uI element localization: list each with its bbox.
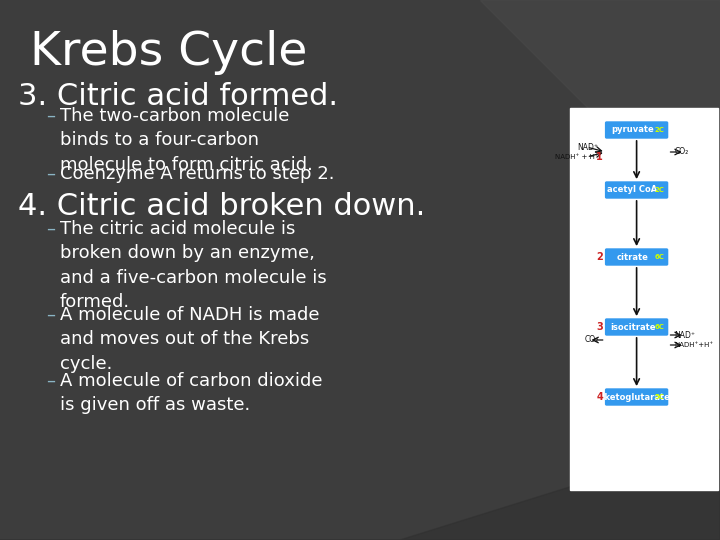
- FancyBboxPatch shape: [606, 122, 667, 138]
- Text: acetyl CoA: acetyl CoA: [608, 186, 658, 194]
- Text: pyruvate: pyruvate: [611, 125, 654, 134]
- FancyBboxPatch shape: [606, 182, 667, 198]
- Text: 2C: 2C: [654, 187, 665, 193]
- Text: –: –: [46, 372, 55, 390]
- FancyBboxPatch shape: [606, 249, 667, 265]
- Text: 2C: 2C: [654, 127, 665, 133]
- Text: NAD⁺: NAD⁺: [577, 143, 598, 152]
- Text: 4: 4: [596, 392, 603, 402]
- Text: Coenzyme A returns to step 2.: Coenzyme A returns to step 2.: [60, 165, 335, 183]
- Text: –: –: [46, 306, 55, 324]
- Text: 2: 2: [596, 252, 603, 262]
- Text: The two-carbon molecule
binds to a four-carbon
molecule to form citric acid.: The two-carbon molecule binds to a four-…: [60, 107, 313, 173]
- Text: NADH⁺ + H⁺: NADH⁺ + H⁺: [555, 154, 598, 160]
- Text: 4. Citric acid broken down.: 4. Citric acid broken down.: [18, 192, 426, 221]
- Text: –: –: [46, 220, 55, 238]
- Text: Krebs Cycle: Krebs Cycle: [30, 30, 307, 75]
- FancyBboxPatch shape: [606, 319, 667, 335]
- Text: NAD⁺: NAD⁺: [675, 330, 696, 340]
- Text: A molecule of NADH is made
and moves out of the Krebs
cycle.: A molecule of NADH is made and moves out…: [60, 306, 320, 373]
- Text: isocitrate: isocitrate: [610, 322, 655, 332]
- Text: The citric acid molecule is
broken down by an enzyme,
and a five-carbon molecule: The citric acid molecule is broken down …: [60, 220, 327, 311]
- Text: –: –: [46, 107, 55, 125]
- Text: 6C: 6C: [654, 254, 665, 260]
- Bar: [570, 108, 718, 490]
- Polygon shape: [0, 440, 720, 540]
- Text: 1: 1: [596, 152, 603, 162]
- Text: 5C: 5C: [654, 394, 665, 400]
- Text: 6C: 6C: [654, 324, 665, 330]
- Text: CO₂: CO₂: [585, 335, 598, 345]
- FancyBboxPatch shape: [606, 389, 667, 405]
- Text: –: –: [46, 165, 55, 183]
- Text: 3: 3: [596, 322, 603, 332]
- Text: CO₂: CO₂: [675, 147, 689, 157]
- Text: α-ketoglutarate: α-ketoglutarate: [595, 393, 670, 402]
- Polygon shape: [480, 0, 720, 240]
- Text: citrate: citrate: [616, 253, 649, 261]
- Text: A molecule of carbon dioxide
is given off as waste.: A molecule of carbon dioxide is given of…: [60, 372, 323, 414]
- Text: 3. Citric acid formed.: 3. Citric acid formed.: [18, 82, 338, 111]
- Text: NADH⁺+H⁺: NADH⁺+H⁺: [675, 342, 714, 348]
